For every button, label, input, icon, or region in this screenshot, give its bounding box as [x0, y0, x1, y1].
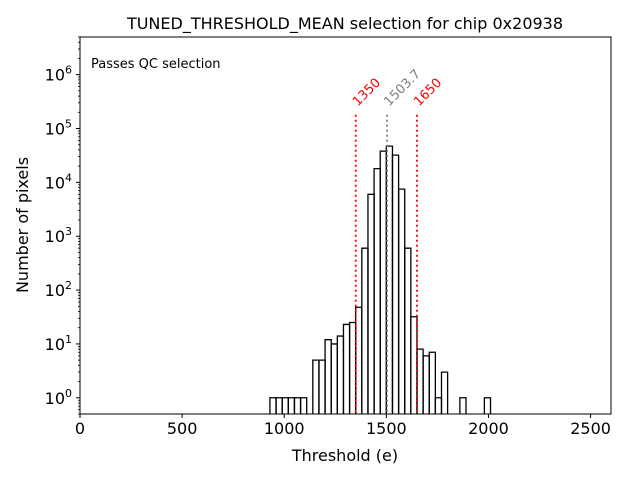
histogram-bin-22 [404, 247, 412, 414]
x-tick-label-1: 500 [167, 419, 198, 438]
histogram-bin-18 [379, 150, 387, 414]
histogram-bin-11 [336, 335, 345, 414]
x-tick-label-2: 1000 [264, 419, 305, 438]
histogram-bin-10 [330, 343, 338, 414]
y-tick-label-6: 106 [45, 64, 72, 85]
y-axis-label: Number of pixels [13, 157, 32, 293]
histogram-bin-15 [361, 247, 369, 414]
histogram-bin-0 [269, 397, 277, 414]
histogram-bin-24 [416, 348, 424, 414]
histogram-bin-12 [342, 323, 351, 414]
histogram-bin-20 [391, 154, 400, 414]
histogram-bin-17 [373, 167, 381, 414]
qc-annotation: Passes QC selection [91, 57, 221, 72]
histogram-bin-21 [397, 188, 406, 414]
x-tick-label-5: 2500 [570, 419, 611, 438]
histogram-bin-9 [324, 339, 332, 414]
histogram-bin-13 [348, 321, 357, 414]
plot-frame [79, 36, 612, 415]
chart-title: TUNED_THRESHOLD_MEAN selection for chip … [126, 14, 563, 34]
y-tick-label-0: 100 [45, 387, 72, 408]
x-tick-label-4: 2000 [468, 419, 509, 438]
histogram-bin-25 [422, 355, 430, 414]
histogram-bin-28 [440, 371, 449, 414]
x-tick-label-3: 1500 [366, 419, 407, 438]
histogram-bin-23 [410, 316, 418, 414]
y-tick-label-4: 104 [45, 171, 72, 192]
histogram-bin-35 [483, 397, 492, 414]
y-tick-label-3: 103 [45, 225, 72, 246]
histogram-bin-2 [281, 397, 289, 414]
histogram-bin-31 [459, 397, 467, 414]
x-tick-label-0: 0 [75, 419, 85, 438]
histogram-bin-14 [355, 306, 363, 414]
y-tick-label-2: 102 [45, 279, 72, 300]
histogram-bin-27 [434, 397, 443, 414]
histogram-bin-7 [312, 359, 320, 414]
y-tick-label-5: 105 [45, 118, 72, 139]
x-axis: 0 500 1000 1500 2000 2500 [75, 414, 611, 438]
y-tick-label-1: 101 [45, 333, 72, 354]
histogram-bin-16 [367, 193, 375, 414]
histogram-bin-26 [428, 351, 437, 414]
y-axis: 100 101 102 103 104 105 106 [45, 36, 80, 415]
x-axis-label: Threshold (e) [291, 446, 398, 465]
vline-label-0: 1350 [350, 76, 384, 110]
histogram-bin-1 [275, 397, 283, 414]
histogram-bin-5 [299, 397, 308, 414]
histogram-bin-8 [318, 359, 326, 414]
histogram-bin-3 [287, 397, 296, 414]
histogram-bin-4 [293, 397, 302, 414]
